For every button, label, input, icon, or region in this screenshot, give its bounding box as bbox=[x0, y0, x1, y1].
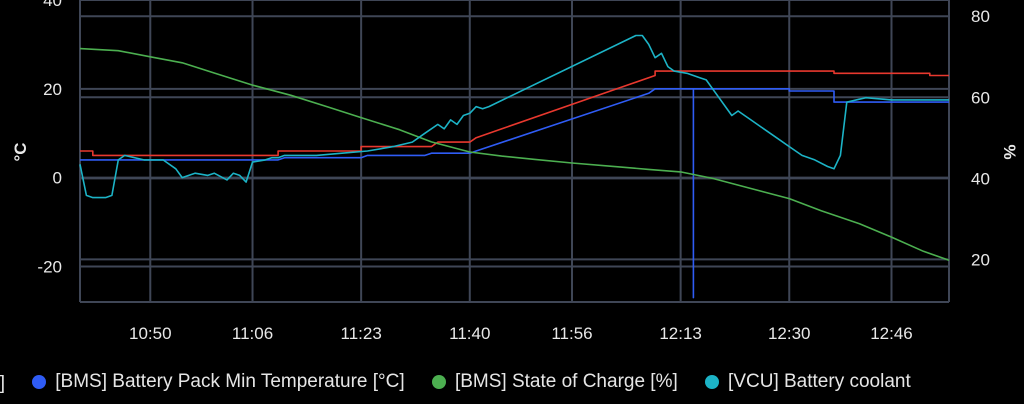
x-tick-label: 11:06 bbox=[232, 324, 273, 343]
x-tick-label: 11:56 bbox=[551, 324, 592, 343]
y-left-axis-label: °C bbox=[11, 142, 30, 161]
x-tick-label: 11:40 bbox=[449, 324, 490, 343]
series-line-0 bbox=[80, 70, 949, 157]
x-tick-label: 10:50 bbox=[129, 324, 172, 343]
series-line-2 bbox=[79, 47, 950, 261]
legend-item-max-temperature[interactable]: C] bbox=[0, 373, 5, 395]
legend-item-min-temperature[interactable]: [BMS] Battery Pack Min Temperature [°C] bbox=[32, 371, 405, 393]
y-right-tick-label: 20 bbox=[971, 250, 990, 269]
plot-area bbox=[79, 34, 950, 299]
y-right-tick-label: 60 bbox=[971, 88, 990, 107]
y-right-tick-label: 40 bbox=[971, 169, 990, 188]
y-right-axis-label: % bbox=[1000, 144, 1019, 159]
legend-label: [VCU] Battery coolant bbox=[728, 371, 911, 392]
y-left-tick-label: -20 bbox=[37, 257, 62, 276]
y-left-tick-label: 40 bbox=[43, 0, 62, 10]
legend-dot-icon bbox=[32, 375, 47, 389]
y-left-tick-label: 20 bbox=[43, 80, 62, 99]
x-tick-label: 12:30 bbox=[768, 324, 811, 343]
legend-dot-icon bbox=[705, 375, 720, 389]
legend-item-state-of-charge[interactable]: [BMS] State of Charge [%] bbox=[431, 371, 678, 393]
legend-label: C] bbox=[0, 373, 5, 394]
legend-item-battery-coolant[interactable]: [VCU] Battery coolant bbox=[705, 371, 911, 393]
series-line-3 bbox=[79, 34, 949, 199]
legend-label: [BMS] State of Charge [%] bbox=[454, 371, 678, 392]
x-tick-label: 12:13 bbox=[659, 324, 702, 343]
x-tick-label: 12:46 bbox=[870, 324, 913, 343]
y-left-tick-label: 0 bbox=[53, 169, 62, 188]
chart-legend: C] [BMS] Battery Pack Min Temperature [°… bbox=[0, 371, 933, 395]
series-line-1 bbox=[80, 88, 949, 299]
y-right-tick-label: 80 bbox=[971, 7, 990, 26]
axis-ticks: 10:50 11:06 11:23 11:40 11:56 12:13 12:30 12:46… bbox=[37, 0, 990, 343]
legend-label: [BMS] Battery Pack Min Temperature [°C] bbox=[55, 371, 405, 392]
grid bbox=[79, 0, 950, 303]
legend-dot-icon bbox=[431, 375, 446, 389]
x-tick-label: 11:23 bbox=[341, 324, 382, 343]
